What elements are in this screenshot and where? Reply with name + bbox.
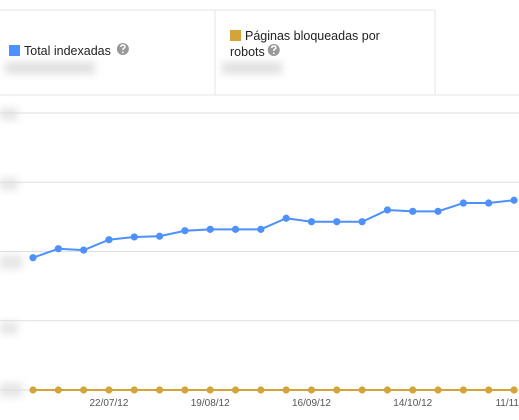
help-dot — [121, 51, 124, 54]
x-tick-label: 11/11 — [495, 398, 519, 409]
data-point — [29, 254, 37, 262]
y-axis-blur — [0, 108, 22, 397]
data-point — [485, 386, 493, 394]
data-point — [383, 386, 392, 394]
data-point — [80, 386, 88, 394]
data-point — [206, 225, 214, 233]
x-tick-label: 14/10/12 — [393, 398, 432, 409]
data-point — [29, 386, 37, 394]
data-point — [105, 236, 113, 244]
data-point — [206, 386, 214, 394]
data-point — [231, 386, 240, 394]
data-point — [257, 386, 265, 394]
data-point — [434, 207, 442, 215]
data-point — [510, 386, 518, 394]
data-point — [333, 218, 341, 226]
data-point — [459, 386, 467, 394]
data-point — [307, 218, 316, 226]
x-tick-label: 16/09/12 — [292, 398, 331, 409]
legend-label: Páginas bloqueadas por robots — [230, 29, 380, 59]
legend-swatch — [9, 45, 20, 56]
data-point — [333, 386, 341, 394]
data-point — [80, 246, 88, 254]
data-point — [409, 207, 417, 215]
legend-label-line: robots — [230, 45, 265, 59]
help-glyph — [271, 45, 277, 52]
data-point — [130, 386, 138, 394]
x-tick-label: 19/08/12 — [191, 398, 230, 409]
data-point — [257, 225, 265, 233]
data-point — [181, 227, 189, 235]
data-point — [105, 386, 113, 394]
data-point — [282, 386, 290, 394]
data-point — [485, 199, 493, 207]
data-point — [282, 214, 290, 222]
data-point — [307, 386, 316, 394]
data-point — [54, 245, 62, 253]
help-glyph — [120, 44, 126, 51]
x-tick-label: 22/07/12 — [89, 398, 128, 409]
series-line — [32, 199, 515, 259]
help-dot — [272, 52, 275, 55]
legend-swatch — [230, 30, 241, 41]
data-point — [510, 196, 518, 204]
data-point — [409, 386, 417, 394]
legend-label-line: Páginas bloqueadas por — [245, 29, 380, 43]
data-point — [54, 386, 62, 394]
data-point — [155, 232, 164, 240]
data-point — [383, 206, 392, 214]
data-point — [231, 225, 240, 233]
data-point — [358, 386, 366, 394]
data-point — [358, 218, 366, 226]
data-point — [130, 233, 138, 241]
data-point — [181, 386, 189, 394]
legend-frame — [0, 9, 519, 96]
data-point — [459, 199, 467, 207]
data-point — [155, 386, 164, 394]
legend-label: Total indexadas — [24, 44, 111, 58]
data-point — [434, 386, 442, 394]
